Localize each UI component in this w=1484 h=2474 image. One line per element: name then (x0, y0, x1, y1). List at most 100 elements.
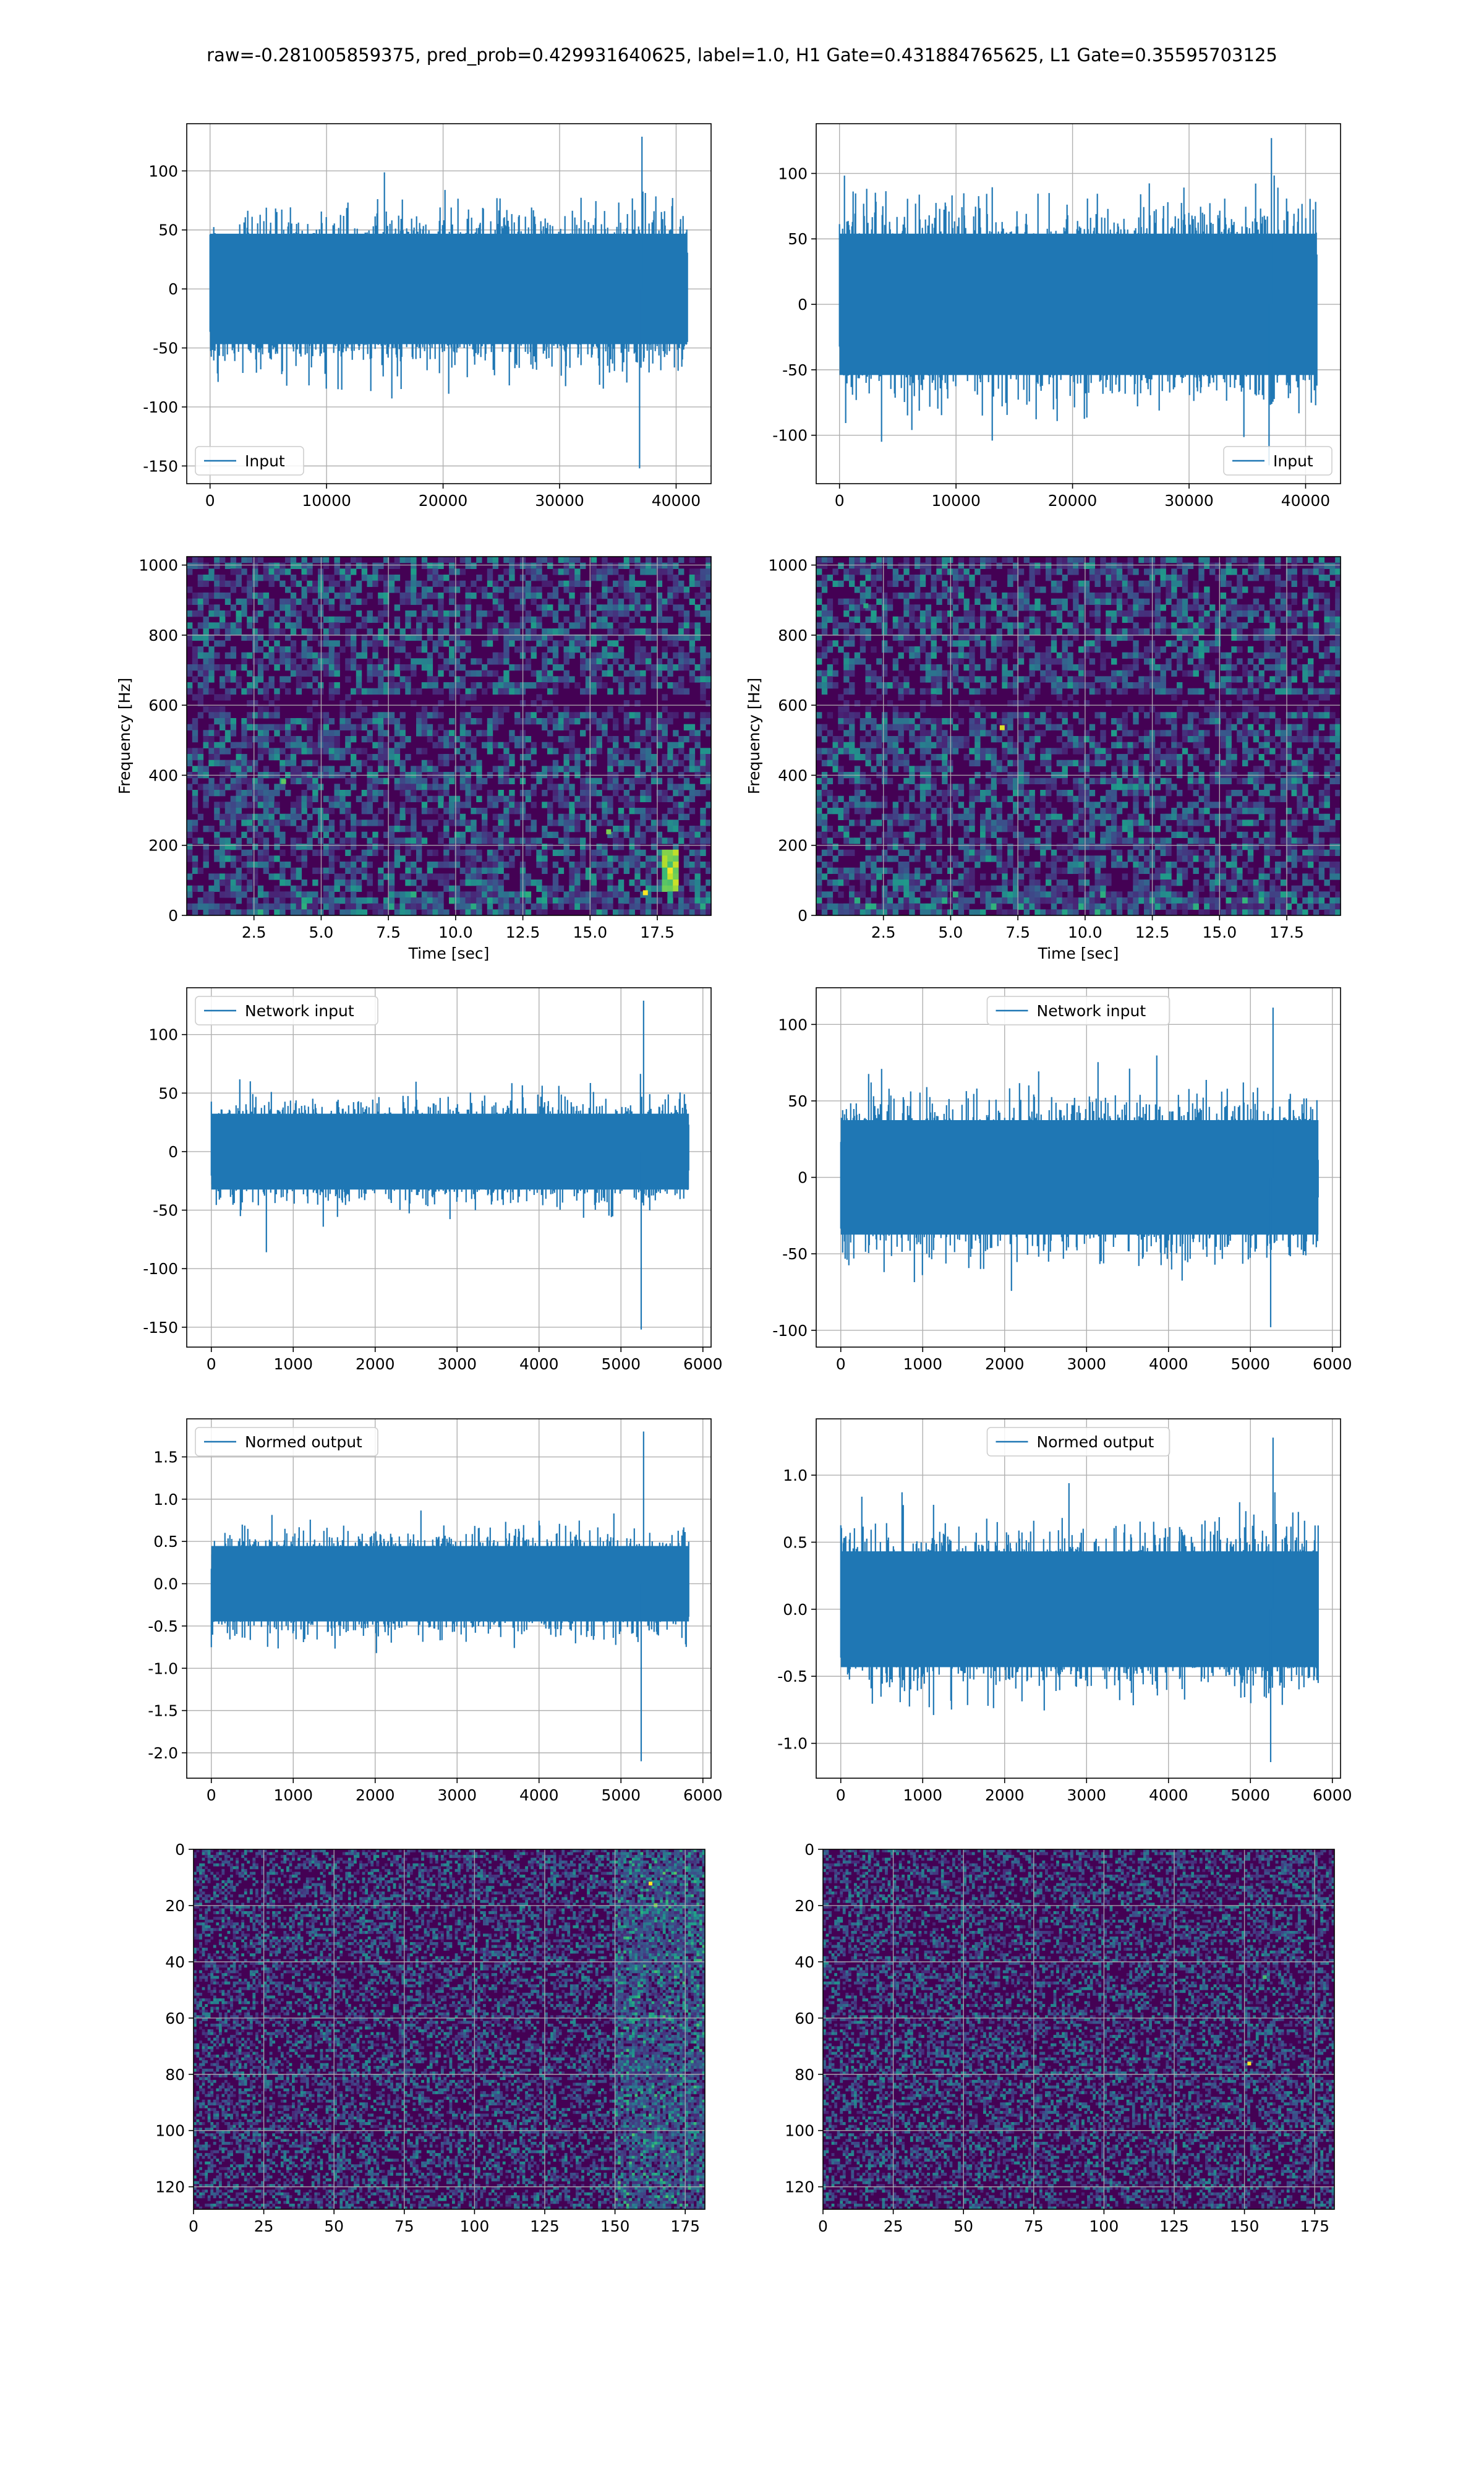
heatmap-cell (903, 646, 909, 653)
heatmap-cell (931, 766, 937, 772)
heatmap-cell (936, 599, 942, 605)
heatmap-cell (871, 718, 876, 724)
heatmap-cell (667, 909, 673, 915)
heatmap-cell (558, 850, 564, 856)
heatmap-cell (860, 581, 866, 587)
heatmap-cell (231, 742, 236, 748)
heatmap-cell (335, 904, 340, 910)
heatmap-cell (980, 575, 986, 581)
heatmap-cell (876, 599, 882, 605)
heatmap-cell (422, 748, 427, 754)
heatmap-cell (558, 664, 564, 670)
heatmap-cell (651, 646, 657, 653)
heatmap-cell (476, 891, 482, 897)
heatmap-cell (893, 742, 898, 748)
heatmap-cell (509, 760, 514, 766)
heatmap-cell (816, 581, 822, 587)
heatmap-cell (433, 766, 438, 772)
heatmap-cell (203, 688, 209, 695)
heatmap-cell (279, 897, 285, 904)
heatmap-cell (263, 862, 269, 868)
heatmap-cell (1057, 586, 1062, 593)
heatmap-cell (345, 832, 351, 838)
heatmap-cell (607, 886, 613, 892)
heatmap-cell (866, 796, 871, 802)
heatmap-cell (466, 909, 471, 915)
heatmap-cell (1040, 730, 1046, 736)
heatmap-cell (816, 832, 822, 838)
heatmap-cell (849, 909, 855, 915)
heatmap-cell (1024, 850, 1030, 856)
heatmap-cell (855, 796, 860, 802)
heatmap-cell (915, 712, 920, 718)
heatmap-cell (903, 868, 909, 874)
heatmap-cell (307, 832, 312, 838)
heatmap-cell (1062, 718, 1068, 724)
heatmap-cell (263, 568, 269, 575)
heatmap-cell (378, 658, 383, 664)
heatmap-cell (339, 706, 345, 713)
heatmap-cell (591, 688, 597, 695)
heatmap-cell (564, 682, 569, 688)
heatmap-cell (706, 897, 711, 904)
heatmap-cell (991, 658, 997, 664)
heatmap-cell (822, 784, 827, 790)
heatmap-cell (531, 790, 537, 796)
heatmap-cell (498, 754, 504, 760)
heatmap-cell (296, 610, 302, 617)
heatmap-cell (640, 682, 646, 688)
heatmap-cell (372, 724, 378, 730)
heatmap-cell (574, 557, 580, 563)
heatmap-cell (214, 628, 220, 635)
heatmap-cell (673, 640, 678, 646)
heatmap-cell (558, 640, 564, 646)
heatmap-cell (969, 724, 974, 730)
heatmap-cell (214, 748, 220, 754)
heatmap-cell (997, 766, 1002, 772)
heatmap-cell (991, 604, 997, 610)
heatmap-cell (553, 706, 558, 713)
heatmap-cell (822, 682, 827, 688)
heatmap-cell (887, 837, 893, 844)
heatmap-cell (866, 575, 871, 581)
heatmap-cell (667, 904, 673, 910)
heatmap-cell (866, 688, 871, 695)
heatmap-cell (1051, 646, 1057, 653)
heatmap-cell (882, 904, 887, 910)
heatmap-cell (531, 837, 537, 844)
heatmap-cell (1007, 610, 1013, 617)
heatmap-cell (1067, 736, 1073, 742)
heatmap-cell (471, 593, 476, 599)
heatmap-cell (1046, 862, 1051, 868)
heatmap-cell (547, 593, 553, 599)
heatmap-cell (476, 837, 482, 844)
heatmap-cell (569, 718, 574, 724)
heatmap-cell (263, 593, 269, 599)
heatmap-cell (1046, 670, 1051, 677)
heatmap-cell (187, 586, 192, 593)
heatmap-cell (838, 909, 843, 915)
heatmap-cell (389, 897, 394, 904)
heatmap-cell (372, 844, 378, 850)
heatmap-cell (822, 581, 827, 587)
heatmap-cell (882, 730, 887, 736)
heatmap-cell (471, 862, 476, 868)
heatmap-cell (849, 617, 855, 623)
heatmap-cell (926, 593, 931, 599)
heatmap-cell (236, 622, 242, 628)
heatmap-cell (833, 796, 838, 802)
heatmap-cell (526, 850, 531, 856)
heatmap-cell (695, 664, 701, 670)
heatmap-cell (526, 646, 531, 653)
heatmap-cell (662, 676, 668, 682)
heatmap-cell (449, 694, 454, 700)
heatmap-cell (367, 837, 373, 844)
heatmap-cell (416, 844, 422, 850)
heatmap-cell (871, 904, 876, 910)
heatmap-cell (427, 563, 433, 569)
heatmap-cell (953, 604, 958, 610)
heatmap-cell (487, 880, 493, 886)
heatmap-cell (974, 855, 980, 862)
heatmap-cell (1051, 670, 1057, 677)
heatmap-cell (1024, 909, 1030, 915)
